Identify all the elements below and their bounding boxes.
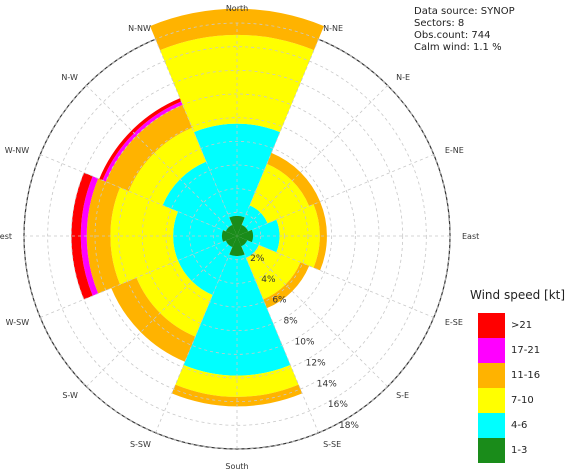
direction-label: S-W — [62, 391, 78, 400]
legend-item: 4-6 — [478, 413, 558, 438]
rose-petal-11-16 — [171, 384, 303, 407]
legend-label: 17-21 — [511, 345, 541, 356]
direction-labels: North N-NE N-E E-NE East E-SE S-E S-SE South S-SW… — [0, 4, 479, 471]
ring-label: 4% — [261, 275, 276, 285]
direction-label: S-SW — [130, 440, 151, 449]
legend-label: 4-6 — [511, 420, 528, 431]
legend-item: 11-16 — [478, 363, 558, 388]
ring-label: 16% — [328, 400, 348, 410]
legend-swatch — [478, 388, 505, 413]
legend-label: >21 — [511, 320, 533, 331]
legend-swatch — [478, 438, 505, 463]
grid-ring — [47, 46, 427, 426]
obs-count-text: Obs.count: 744 — [414, 30, 491, 41]
direction-label: East — [462, 232, 479, 241]
legend: >21 17-21 11-16 7-10 4-6 1-3 — [478, 313, 558, 463]
ring-label: 18% — [339, 421, 359, 431]
ring-labels: 2% 4% 6% 8% 10% 12% 14% 16% 18% — [250, 254, 359, 431]
legend-swatch — [478, 413, 505, 438]
legend-item: >21 — [478, 313, 558, 338]
ring-label: 2% — [250, 254, 265, 264]
rose-petal-center — [237, 224, 249, 236]
legend-item: 1-3 — [478, 438, 558, 463]
ring-label: 14% — [317, 379, 337, 389]
direction-label: S-SE — [323, 440, 341, 449]
direction-label: N-W — [61, 73, 78, 82]
rose-petal-center — [225, 224, 237, 236]
rose-petal-11-16 — [263, 262, 310, 309]
legend-label: 1-3 — [511, 445, 528, 456]
petals — [71, 8, 327, 407]
legend-swatch — [478, 313, 505, 338]
legend-swatch — [478, 363, 505, 388]
ring-label: 6% — [272, 296, 287, 306]
ring-label: 10% — [295, 337, 315, 347]
grid-ring — [70, 69, 404, 403]
grid-ring — [141, 140, 333, 332]
direction-label: South — [225, 462, 248, 471]
legend-label: 11-16 — [511, 370, 541, 381]
direction-label: W-SW — [6, 318, 30, 327]
rose-petal-4-6 — [193, 123, 281, 221]
grid-ring — [94, 93, 380, 379]
direction-label: S-E — [396, 391, 409, 400]
direction-label: North — [226, 4, 248, 13]
direction-label: N-NW — [128, 24, 151, 33]
grid-ring — [212, 211, 262, 261]
rose-petal-11-16 — [105, 104, 193, 192]
direction-label: E-SE — [445, 318, 463, 327]
legend-label: 7-10 — [511, 395, 534, 406]
ring-label: 12% — [306, 358, 326, 368]
rose-petal-center — [229, 215, 245, 236]
rose-petal-17-21 — [80, 176, 99, 296]
direction-label: E-NE — [445, 146, 464, 155]
ring-label: 8% — [283, 317, 298, 327]
rose-petal-11-16 — [313, 201, 327, 271]
grid-ring — [165, 164, 309, 308]
legend-title: Wind speed [kt] — [470, 288, 566, 302]
center-disc — [221, 215, 254, 257]
direction-label: N-E — [396, 73, 410, 82]
rose-petal-7-10 — [136, 260, 213, 337]
direction-label: N-NE — [323, 24, 343, 33]
legend-item: 17-21 — [478, 338, 558, 363]
sectors-text: Sectors: 8 — [414, 18, 465, 29]
rose-petal->21 — [71, 172, 93, 300]
rose-petal-4-6 — [183, 251, 291, 376]
rose-petal-center — [237, 236, 248, 247]
data-source-text: Data source: SYNOP — [414, 6, 515, 17]
info-box: Data source: SYNOP Sectors: 8 Obs.count:… — [414, 6, 515, 54]
grid-ring — [118, 117, 356, 355]
rose-petal-center — [237, 229, 254, 243]
legend-swatch — [478, 338, 505, 363]
calm-wind-text: Calm wind: 1.1 % — [414, 42, 502, 53]
rose-petal-center — [225, 236, 237, 248]
rose-petal-center — [229, 236, 245, 257]
direction-label: W-NW — [5, 146, 29, 155]
rose-petal-center — [221, 230, 237, 242]
legend-item: 7-10 — [478, 388, 558, 413]
grid-ring — [189, 188, 285, 284]
